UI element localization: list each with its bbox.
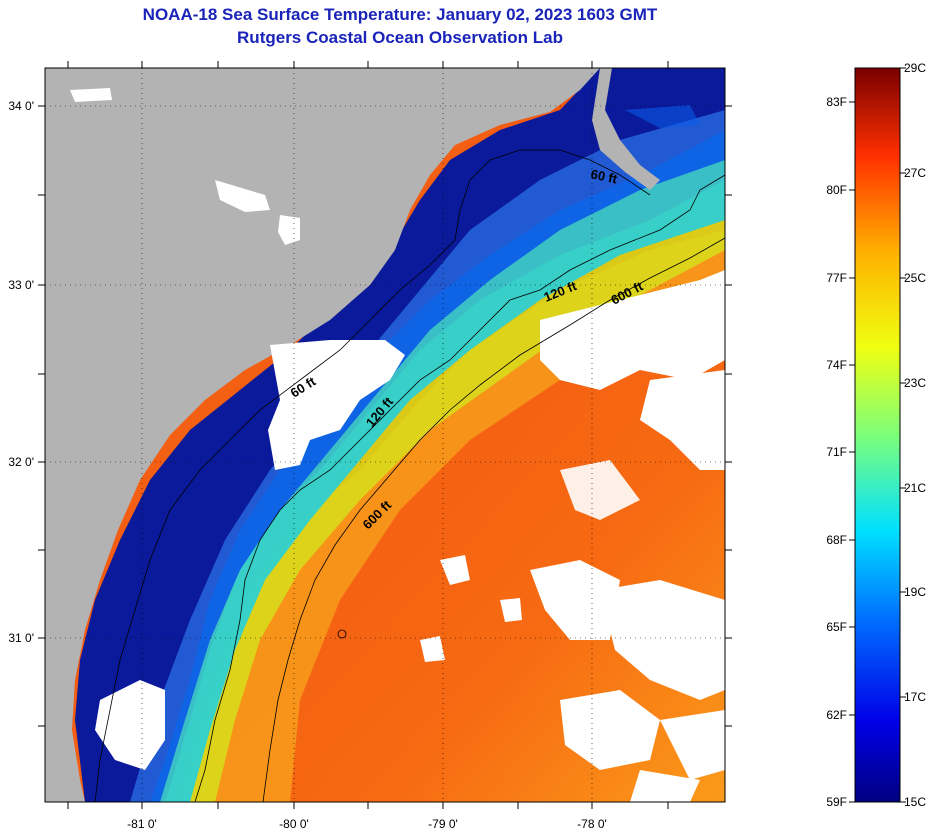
svg-text:74F: 74F [826,358,847,372]
svg-text:71F: 71F [826,445,847,459]
svg-text:29C: 29C [904,61,926,75]
svg-text:23C: 23C [904,376,926,390]
land [45,68,600,802]
map-frame [44,67,726,803]
lon-label: -81 0' [127,817,157,831]
svg-text:21C: 21C [904,481,926,495]
svg-text:15C: 15C [904,795,926,809]
contour-600ft [262,237,725,802]
svg-text:19C: 19C [904,585,926,599]
colorbar-fahrenheit-labels: 83F 80F 77F 74F 71F 68F 65F 62F 59F [826,95,847,809]
lon-label: -78 0' [577,817,607,831]
svg-text:77F: 77F [826,271,847,285]
svg-text:80F: 80F [826,183,847,197]
lat-label: 31 0' [8,631,34,645]
graticule [45,68,725,802]
map-subtitle: Rutgers Coastal Ocean Observation Lab [237,28,563,47]
svg-text:65F: 65F [826,620,847,634]
map-title: NOAA-18 Sea Surface Temperature: January… [142,5,658,24]
cloud-cover [70,88,725,802]
svg-text:25C: 25C [904,271,926,285]
svg-text:17C: 17C [904,690,926,704]
svg-text:68F: 68F [826,533,847,547]
lon-label: -79 0' [428,817,458,831]
svg-text:83F: 83F [826,95,847,109]
lat-label: 34 0' [8,99,34,113]
lat-label: 32 0' [8,455,34,469]
svg-text:27C: 27C [904,166,926,180]
colorbar-celsius-labels: 29C 27C 25C 23C 21C 19C 17C 15C [904,61,926,809]
contour-60ft [94,149,651,802]
lat-label: 33 0' [8,278,34,292]
svg-text:59F: 59F [826,795,847,809]
contour-120ft [194,174,725,802]
contour-label: 60 ft [589,166,619,186]
lon-label: -80 0' [279,817,309,831]
svg-text:62F: 62F [826,708,847,722]
colorbar [854,67,901,803]
